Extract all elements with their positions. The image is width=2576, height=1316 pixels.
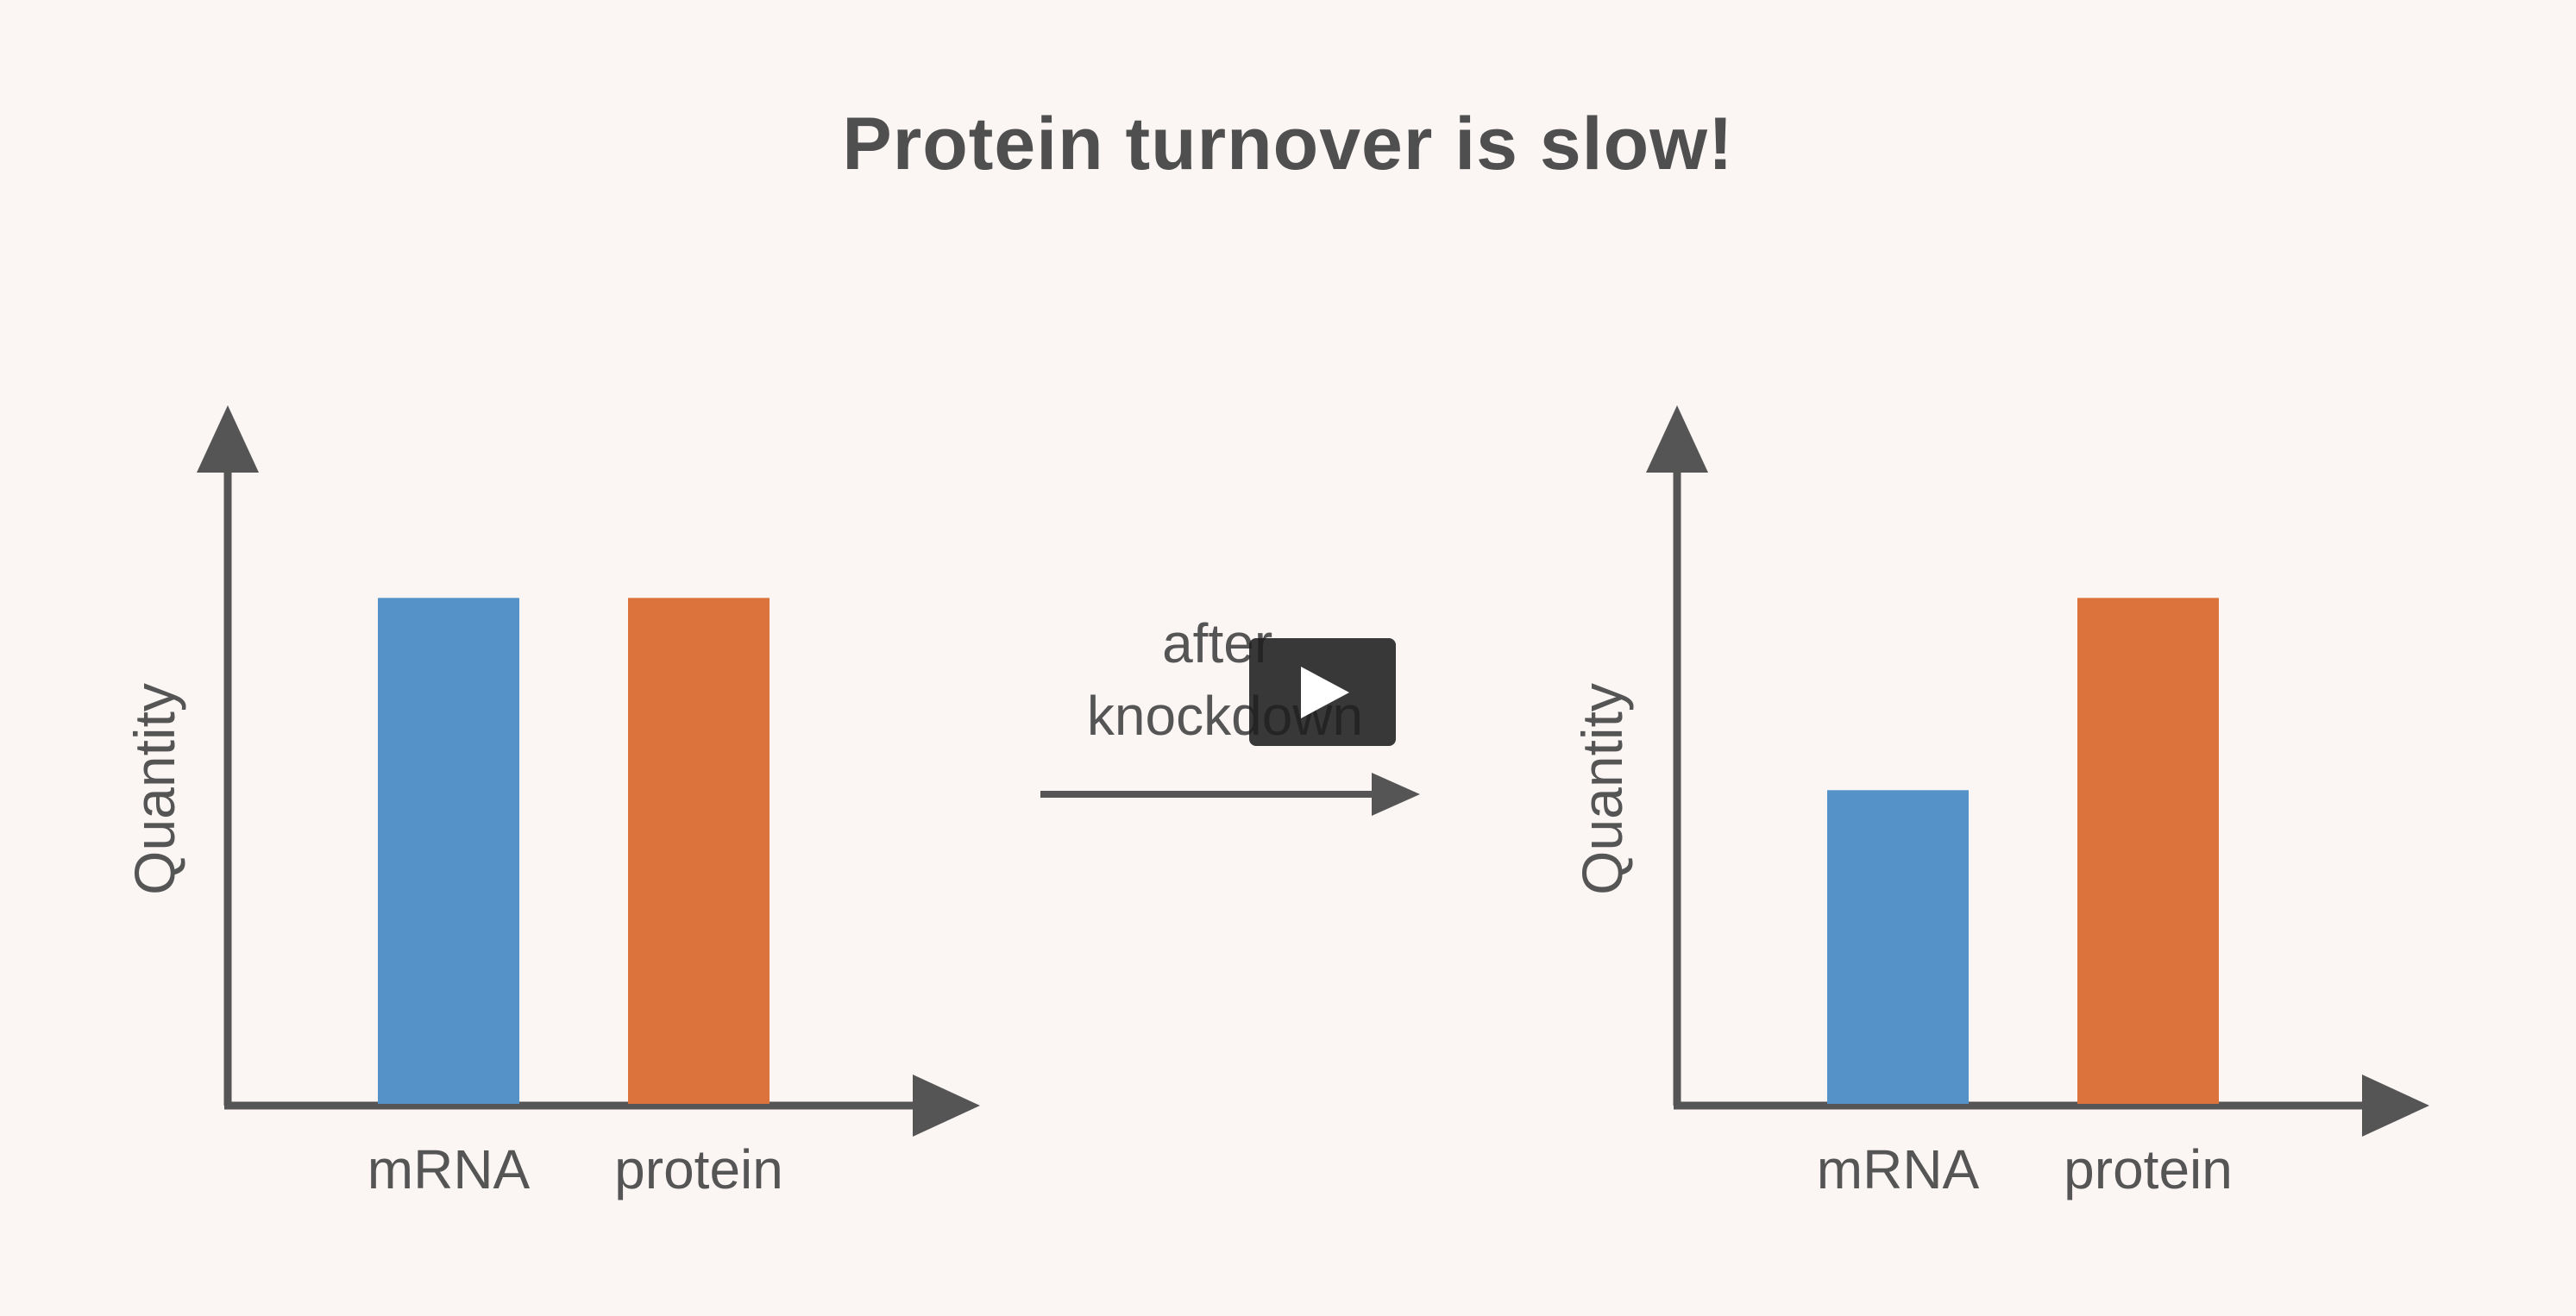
y-axis-arrow bbox=[197, 405, 259, 473]
y-axis-label: Quantity bbox=[123, 683, 186, 895]
bar-group: mRNA protein bbox=[368, 598, 783, 1200]
play-button[interactable] bbox=[1249, 638, 1396, 746]
play-icon bbox=[1301, 667, 1349, 718]
chart-1: Quantity mRNA protein bbox=[123, 405, 980, 1200]
y-axis-label: Quantity bbox=[1570, 683, 1634, 895]
bar-protein bbox=[628, 598, 770, 1104]
chart-2: Quantity mRNA protein bbox=[1570, 405, 2429, 1200]
bar-mrna bbox=[378, 598, 519, 1104]
x-tick-label: mRNA bbox=[1817, 1138, 1980, 1200]
x-axis-arrow bbox=[913, 1075, 980, 1137]
x-axis-arrow bbox=[2362, 1075, 2429, 1137]
y-axis-arrow bbox=[1646, 405, 1708, 473]
bar-mrna bbox=[1827, 790, 1969, 1104]
bar-group: mRNA protein bbox=[1817, 598, 2233, 1200]
page-title: Protein turnover is slow! bbox=[842, 103, 1734, 185]
bar-protein bbox=[2077, 598, 2219, 1104]
x-tick-label: protein bbox=[2064, 1138, 2233, 1200]
x-tick-label: protein bbox=[614, 1138, 783, 1200]
x-tick-label: mRNA bbox=[368, 1138, 531, 1200]
transition-arrow-head bbox=[1372, 773, 1420, 816]
